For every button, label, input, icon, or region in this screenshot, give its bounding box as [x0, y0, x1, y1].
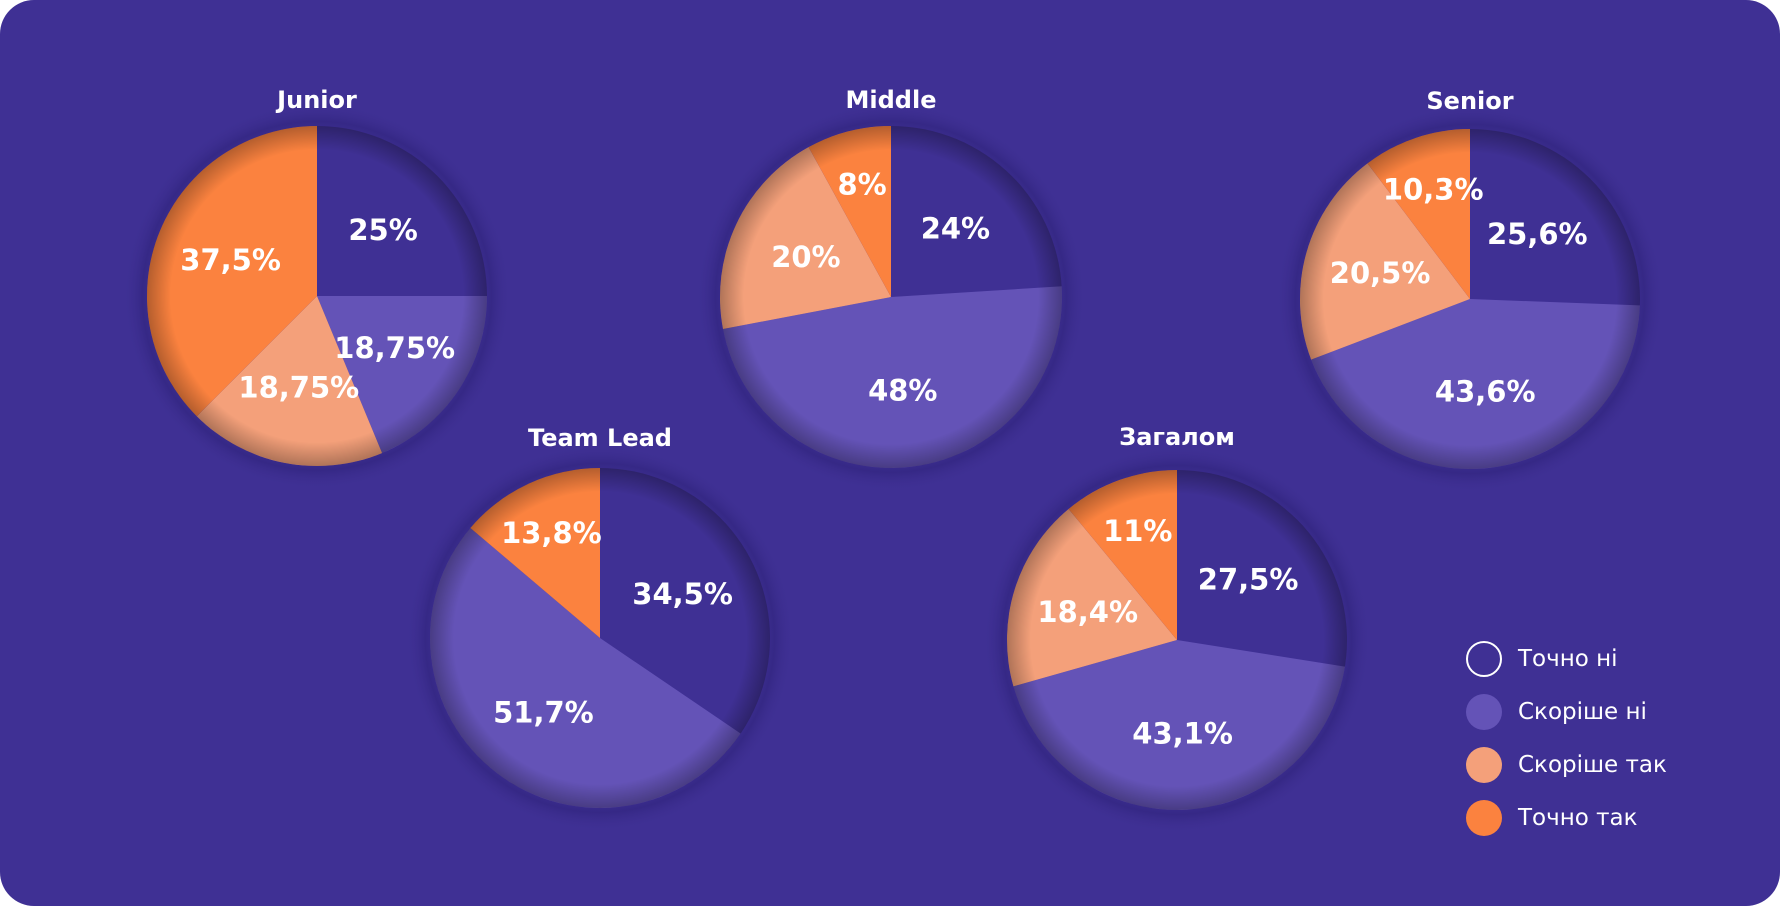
legend-item-skorishe-ni: Скоріше ні — [1466, 693, 1726, 731]
slice-label: 18,75% — [334, 331, 455, 365]
pie-chart-junior: 25% 18,75% 18,75% 37,5% Junior — [123, 86, 511, 490]
legend-item-tochno-ni: Точно ні — [1466, 640, 1726, 678]
slice-label: 20% — [771, 240, 840, 274]
pie-chart-senior: 25,6% 43,6% 20,5% 10,3% Senior — [1276, 87, 1664, 493]
legend-label: Скоріше ні — [1518, 699, 1647, 725]
slice-label: 51,7% — [493, 695, 594, 729]
pie-chart-загалом: 27,5% 43,1% 18,4% 11% Загалом — [983, 423, 1371, 834]
pie-edge-shade — [720, 126, 1062, 468]
slice-label: 8% — [837, 167, 886, 201]
slice-label: 48% — [868, 373, 937, 407]
pie-edge-shade — [1300, 129, 1640, 469]
chart-title: Senior — [1426, 87, 1513, 115]
slice-label: 34,5% — [632, 577, 733, 611]
chart-title: Загалом — [1119, 423, 1235, 451]
pie-chart-team-lead: 34,5% 51,7% 13,8% Team Lead — [406, 424, 794, 832]
slice-label: 11% — [1103, 514, 1172, 548]
slice-label: 24% — [921, 211, 990, 245]
slice-label: 20,5% — [1330, 256, 1431, 290]
pie-chart-middle: 24% 48% 20% 8% Middle — [696, 86, 1086, 492]
legend-swatch-tochno-ni — [1466, 641, 1502, 677]
legend-swatch-skorishe-ni — [1466, 694, 1502, 730]
legend-swatch-tochno-tak — [1466, 800, 1502, 836]
legend: Точно ні Скоріше ні Скоріше так Точно та… — [1466, 640, 1726, 852]
chart-title: Team Lead — [528, 424, 672, 452]
legend-item-tochno-tak: Точно так — [1466, 799, 1726, 837]
slice-label: 18,75% — [238, 371, 359, 405]
slice-label: 25% — [348, 213, 417, 247]
legend-label: Точно так — [1518, 805, 1638, 831]
chart-title: Junior — [275, 86, 357, 114]
pie-edge-shade — [430, 468, 770, 808]
slice-label: 43,6% — [1435, 374, 1536, 408]
slice-label: 37,5% — [180, 243, 281, 277]
legend-label: Скоріше так — [1518, 752, 1667, 778]
slice-label: 10,3% — [1383, 172, 1484, 206]
slice-label: 25,6% — [1487, 217, 1588, 251]
pie-edge-shade — [147, 126, 487, 466]
legend-item-skorishe-tak: Скоріше так — [1466, 746, 1726, 784]
slice-label: 13,8% — [501, 516, 602, 550]
slice-label: 18,4% — [1037, 595, 1138, 629]
legend-label: Точно ні — [1518, 646, 1618, 672]
slice-label: 27,5% — [1198, 562, 1299, 596]
chart-title: Middle — [846, 86, 937, 114]
pie-edge-shade — [1007, 470, 1347, 810]
legend-swatch-skorishe-tak — [1466, 747, 1502, 783]
slice-label: 43,1% — [1132, 716, 1233, 750]
